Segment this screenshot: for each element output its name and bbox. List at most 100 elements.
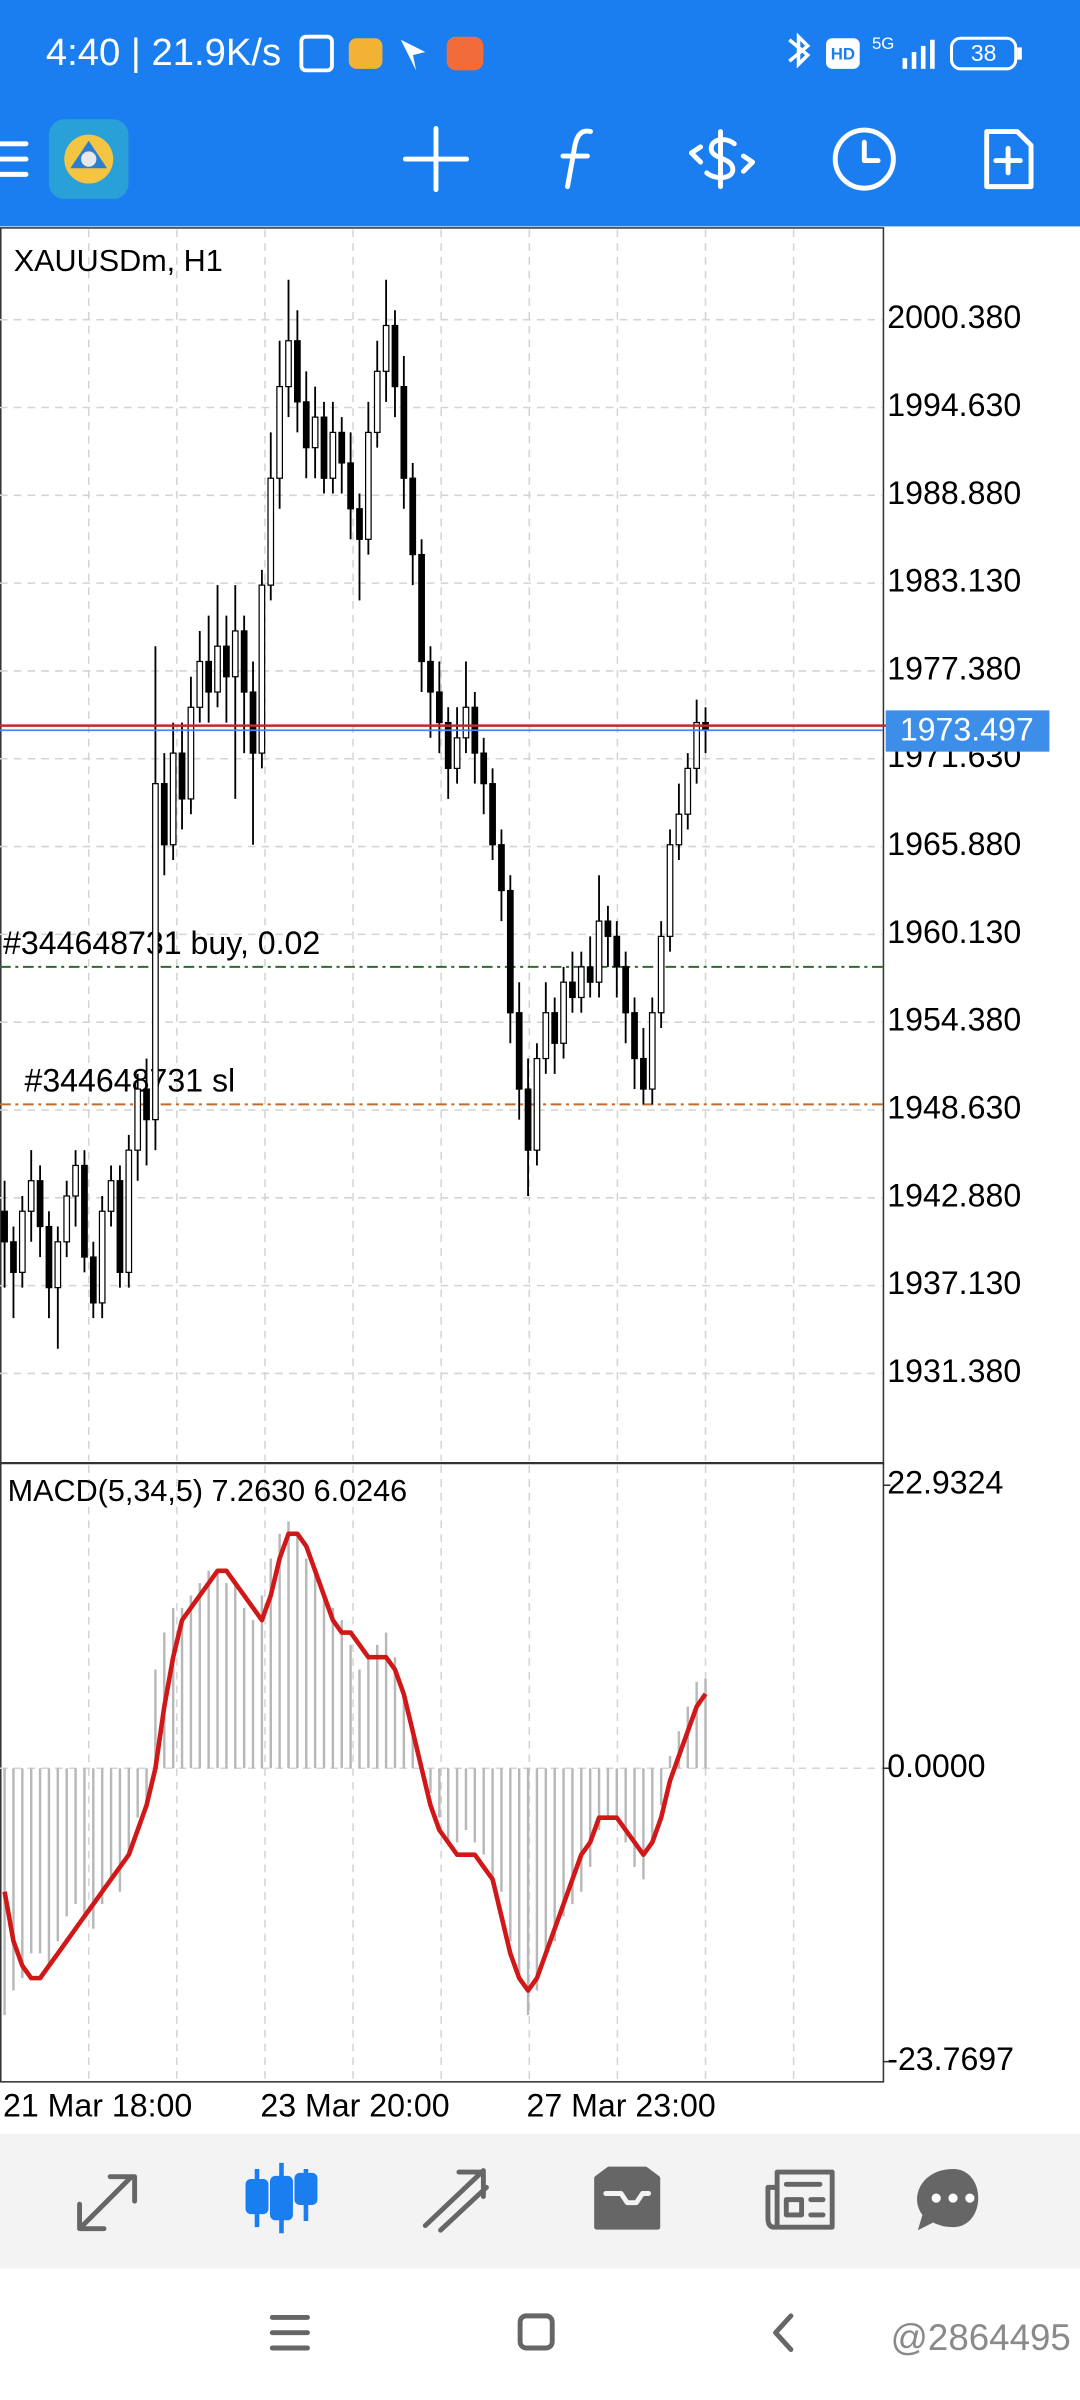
quotes-tab[interactable]: [77, 2174, 138, 2232]
trade-button[interactable]: [688, 129, 756, 190]
candle-body: [364, 431, 372, 540]
candle-body: [240, 630, 248, 693]
back-button[interactable]: [773, 2313, 794, 2352]
candle-body: [214, 645, 221, 693]
candle-body: [586, 966, 594, 983]
y-tick-label: 1988.880: [887, 475, 1021, 511]
candle-body: [666, 844, 674, 937]
candle-body: [294, 340, 301, 403]
candle-body: [542, 1012, 550, 1060]
candle-body: [89, 1256, 97, 1304]
candle-body: [72, 1164, 79, 1197]
network-type: 5G: [872, 34, 894, 53]
candle-body: [107, 1180, 115, 1212]
candle-body: [524, 1088, 532, 1151]
hd-badge-bg: [826, 38, 860, 69]
candle-body: [10, 1241, 17, 1273]
candle-body: [169, 752, 177, 846]
history-button[interactable]: [832, 127, 896, 191]
signal-line: [2, 1531, 708, 1993]
candle-body: [27, 1180, 35, 1212]
y-tick-label: -23.7697: [887, 2041, 1014, 2077]
chart-tab[interactable]: [245, 2162, 318, 2234]
candle-body: [223, 645, 230, 678]
candle-body: [640, 1057, 647, 1090]
candle-body: [418, 553, 425, 663]
candle-body: [577, 966, 585, 999]
recents-button[interactable]: [269, 2314, 310, 2351]
candle-body: [569, 981, 576, 999]
home-button[interactable]: [517, 2313, 555, 2351]
crosshair-button[interactable]: [402, 126, 470, 193]
candle-body: [515, 1012, 523, 1090]
candle-body: [267, 477, 275, 586]
bottom-nav: [0, 2133, 1080, 2269]
candle-body: [400, 385, 408, 479]
indicators-button[interactable]: [560, 128, 593, 190]
candle-body: [63, 1195, 71, 1243]
candle-body: [648, 1012, 656, 1090]
order-label: #344648731 sl: [24, 1062, 235, 1098]
y-tick-label: 0.0000: [887, 1748, 985, 1784]
y-tick-label: 1977.380: [887, 650, 1021, 686]
candle-body: [560, 981, 567, 1044]
macd-title: MACD(5,34,5) 7.2630 6.0246: [8, 1474, 407, 1508]
trade-tab[interactable]: [422, 2168, 489, 2233]
y-tick-label: 1983.130: [887, 563, 1021, 599]
candle-body: [1, 1210, 8, 1243]
signal-bars: [902, 39, 935, 69]
candle-body: [391, 324, 399, 388]
hd-badge: HD: [831, 45, 855, 64]
y-tick-label: 22.9324: [887, 1465, 1003, 1501]
candle-body: [409, 477, 417, 556]
candle-body: [595, 920, 603, 983]
y-tick-label: 1937.130: [887, 1265, 1021, 1301]
candle-body: [187, 706, 195, 800]
x-tick-label: 21 Mar 18:00: [3, 2087, 192, 2123]
news-tab[interactable]: [765, 2169, 835, 2230]
candle-body: [382, 324, 390, 372]
menu-button[interactable]: [0, 141, 29, 177]
y-tick-label: 1954.380: [887, 1002, 1021, 1038]
vertical-grid: [87, 229, 795, 2081]
system-nav: [269, 2313, 794, 2352]
candle-body: [81, 1164, 88, 1258]
order-label: #344648731 buy, 0.02: [3, 925, 320, 961]
battery-level: 38: [971, 40, 997, 66]
candle-body: [684, 767, 692, 815]
x-tick-label: 23 Mar 20:00: [260, 2087, 449, 2123]
candle-body: [657, 935, 665, 1014]
app-header: [0, 0, 1080, 227]
candle-body: [693, 721, 701, 769]
candle-body: [675, 813, 683, 846]
y-tick-label: 2000.380: [887, 299, 1021, 335]
battery-tip: [1017, 47, 1022, 60]
candle-body: [258, 584, 266, 754]
candle-body: [98, 1210, 106, 1304]
new-order-button[interactable]: [984, 129, 1034, 190]
candle-body: [551, 1012, 559, 1044]
y-tick-label: 1931.380: [887, 1353, 1021, 1389]
candle-body: [373, 370, 381, 434]
candle-body: [347, 462, 354, 510]
candle-body: [18, 1210, 26, 1273]
app-logo[interactable]: [48, 119, 129, 199]
chat-tab[interactable]: [917, 2169, 979, 2231]
history-tab[interactable]: [594, 2166, 661, 2230]
candle-body: [533, 1057, 541, 1151]
candle-body: [356, 508, 363, 540]
candle-body: [427, 660, 434, 693]
watermark: @2864495: [891, 2317, 1071, 2358]
candle-body: [143, 1088, 150, 1121]
bid-tag: [885, 710, 1050, 752]
candle-body: [285, 340, 292, 388]
candle-body: [506, 889, 514, 1014]
y-tick-label: 1960.130: [887, 914, 1021, 950]
candle-body: [444, 721, 452, 769]
candle-body: [276, 385, 284, 479]
candle-body: [453, 737, 461, 769]
candle-body: [338, 431, 346, 464]
candle-body: [631, 1012, 638, 1060]
